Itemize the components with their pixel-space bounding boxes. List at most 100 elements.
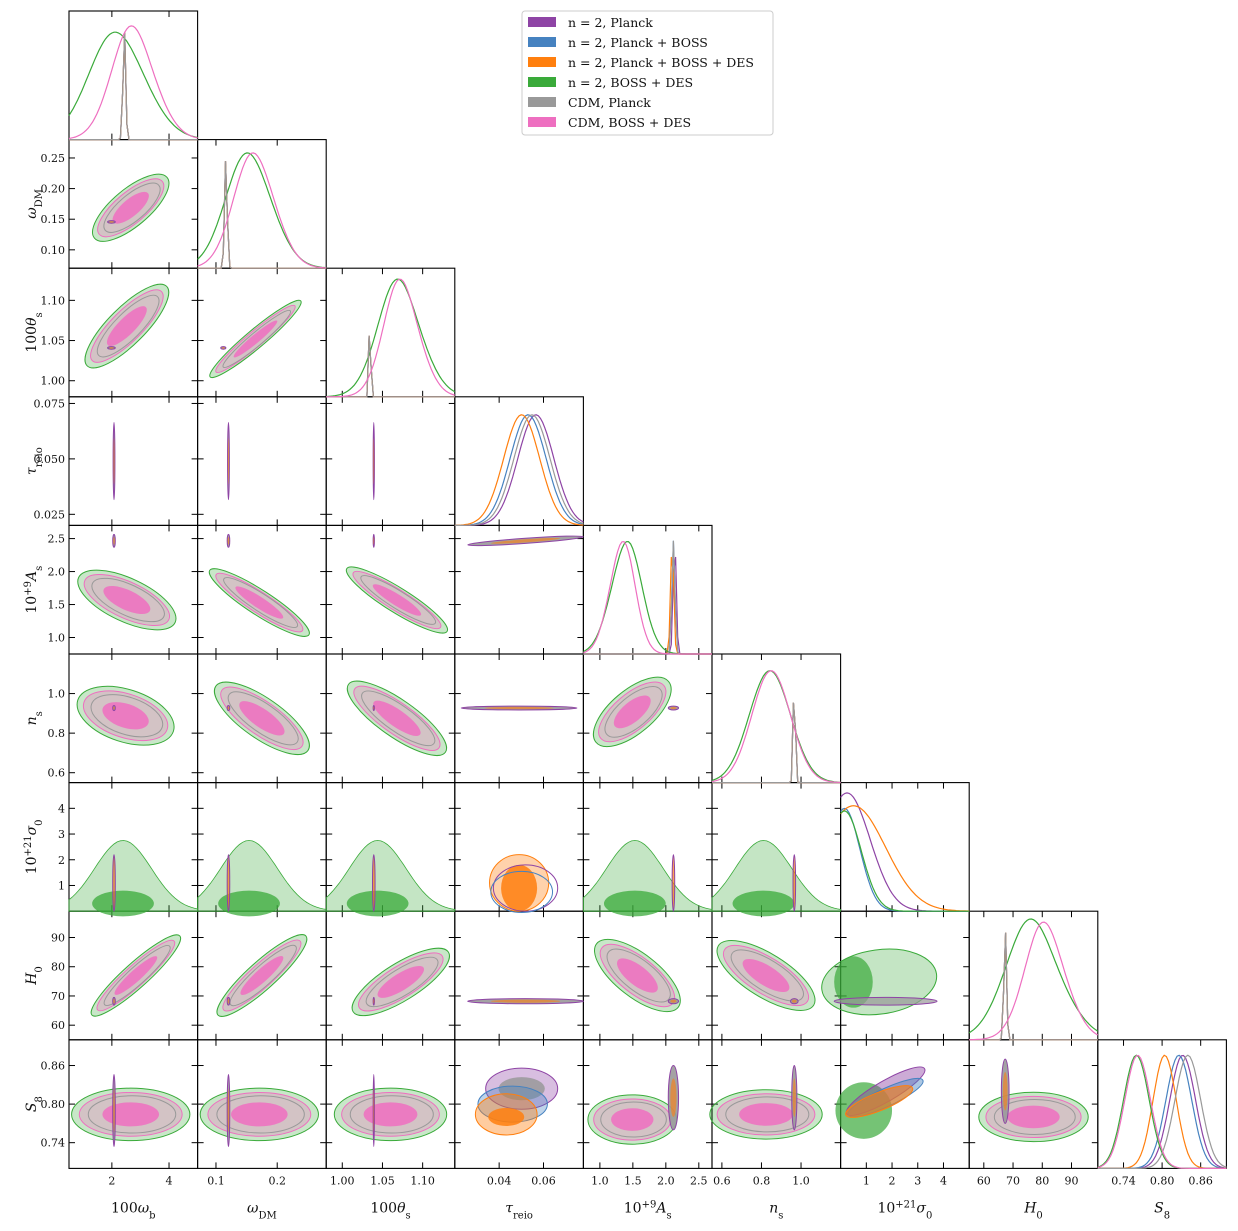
contour-cdm-boss-des-68 bbox=[102, 1102, 160, 1127]
contour-planck-inner bbox=[109, 347, 114, 349]
xlabel-th: 100θs bbox=[370, 1200, 410, 1221]
posterior-wb-5 bbox=[68, 25, 198, 140]
legend-swatch bbox=[528, 17, 556, 27]
legend-swatch bbox=[528, 117, 556, 127]
x-tick-label: 2 bbox=[108, 1174, 115, 1187]
posterior-th-5 bbox=[326, 278, 455, 398]
posterior-ns-3 bbox=[711, 670, 841, 783]
contour-h0-sigma-68 bbox=[834, 956, 873, 1008]
contour-cdm-boss-des-68 bbox=[114, 956, 158, 995]
x-tick-label: 2.0 bbox=[657, 1174, 675, 1187]
contour-cdm-outline bbox=[103, 945, 171, 1006]
contour-cdm-outline bbox=[222, 309, 292, 368]
posterior-ns-5 bbox=[711, 670, 841, 783]
ylabel-ns: ns bbox=[24, 711, 45, 725]
contour-planck-inner bbox=[792, 1078, 796, 1117]
y-tick-label: 60 bbox=[51, 1019, 65, 1032]
contour-cdm-outline bbox=[96, 294, 160, 358]
contour-planck-inner bbox=[227, 706, 230, 710]
contour-cdm-boss-des-68 bbox=[233, 320, 278, 358]
contour-s8-sigma-des bbox=[845, 1085, 914, 1118]
posterior-wb-4 bbox=[69, 32, 198, 141]
posterior-wdm-4 bbox=[197, 161, 327, 269]
x-tick-label: 1.10 bbox=[410, 1174, 435, 1187]
contour-planck-inner bbox=[113, 437, 115, 485]
contour-sigma-boss-des-95 bbox=[68, 840, 198, 912]
contour-cdm-outline bbox=[216, 1095, 305, 1134]
panel-3-1 bbox=[197, 396, 327, 526]
contour-planck-inner bbox=[1002, 1071, 1008, 1111]
x-tick-label: 0.04 bbox=[487, 1174, 512, 1187]
contour-sigma-boss-des-68 bbox=[732, 890, 795, 917]
contour-s8-tau-des-68 bbox=[488, 1107, 525, 1126]
contour-cdm-boss-des-68 bbox=[616, 958, 658, 993]
contour-cdm-outline bbox=[365, 956, 439, 1008]
posterior-ns-2 bbox=[712, 702, 841, 784]
contour-planck-inner bbox=[227, 536, 230, 545]
x-tick-label: 90 bbox=[1064, 1174, 1078, 1187]
posterior-H0-2 bbox=[969, 932, 1098, 1041]
contour-planck-inner bbox=[227, 1088, 230, 1133]
xlabel-wb: 100ωb bbox=[111, 1200, 156, 1221]
contour-cdm-boss-des-68 bbox=[231, 1102, 288, 1127]
contour-cdm-outline bbox=[87, 1095, 177, 1134]
y-tick-label: 70 bbox=[51, 990, 65, 1003]
contour-sigma-tau-planck bbox=[492, 864, 559, 912]
x-tick-label: 1 bbox=[863, 1174, 870, 1187]
legend-box bbox=[521, 10, 774, 136]
posterior-ns-4 bbox=[712, 702, 841, 784]
posterior-th-3 bbox=[326, 278, 456, 398]
posterior-sig-0 bbox=[840, 792, 970, 912]
legend-label: CDM, Planck bbox=[568, 95, 651, 110]
ylabel-As: 10+9As bbox=[23, 566, 45, 614]
contour-cdm-boss-des-68 bbox=[373, 700, 421, 736]
contour-planck-inner bbox=[113, 536, 115, 545]
xlabel-H0: H0 bbox=[1023, 1200, 1043, 1221]
panel-1-1 bbox=[197, 139, 327, 269]
contour-cdm-outline bbox=[360, 575, 437, 625]
contour-cdm-outline bbox=[90, 694, 164, 738]
posterior-As-4 bbox=[583, 540, 712, 655]
x-tick-label: 4 bbox=[166, 1174, 173, 1187]
contour-cdm-outline bbox=[361, 690, 436, 747]
panel-7-7 bbox=[968, 910, 1099, 1041]
posterior-sig-2 bbox=[840, 805, 970, 912]
posterior-H0-0 bbox=[969, 932, 1098, 1041]
posterior-th-4 bbox=[326, 335, 455, 398]
y-tick-label: 0.80 bbox=[41, 1098, 66, 1111]
x-tick-label: 1.5 bbox=[624, 1174, 642, 1187]
xlabel-S8: S8 bbox=[1154, 1200, 1170, 1221]
x-tick-label: 70 bbox=[1006, 1174, 1020, 1187]
contour-planck-inner bbox=[113, 998, 115, 1004]
y-tick-label: 1.05 bbox=[41, 335, 66, 348]
contour-planck-inner bbox=[484, 706, 554, 710]
posterior-wb-0 bbox=[69, 32, 198, 141]
posterior-th-0 bbox=[326, 335, 455, 398]
contour-cdm-outline bbox=[223, 577, 299, 628]
contour-planck-inner bbox=[670, 706, 677, 710]
x-tick-label: 1.05 bbox=[370, 1174, 395, 1187]
contour-sigma-planck bbox=[671, 854, 676, 912]
x-tick-label: 4 bbox=[940, 1174, 947, 1187]
contour-cdm-boss-des-68 bbox=[112, 191, 149, 224]
contour-planck-inner bbox=[670, 999, 677, 1003]
posterior-H0-3 bbox=[968, 918, 1099, 1034]
x-tick-label: 3 bbox=[914, 1174, 921, 1187]
posterior-wdm-1 bbox=[197, 161, 327, 269]
legend-label: n = 2, BOSS + DES bbox=[568, 75, 693, 90]
y-tick-label: 4 bbox=[58, 802, 65, 815]
y-tick-label: 1.5 bbox=[48, 599, 66, 612]
xlabel-wdm: ωDM bbox=[247, 1200, 277, 1221]
y-tick-label: 0.74 bbox=[41, 1137, 66, 1150]
contour-cdm-boss-des-68 bbox=[377, 965, 425, 998]
posterior-As-5 bbox=[583, 541, 712, 655]
posterior-wdm-3 bbox=[197, 152, 327, 269]
x-tick-label: 0.1 bbox=[207, 1174, 225, 1187]
legend: n = 2, Planck n = 2, Planck + BOSS n = 2, … bbox=[521, 10, 774, 136]
contour-cdm-outline bbox=[725, 1096, 810, 1133]
x-tick-label: 1.0 bbox=[792, 1174, 810, 1187]
panel-4-4 bbox=[582, 524, 713, 655]
xlabel-As: 10+9As bbox=[624, 1199, 672, 1221]
contour-planck-inner bbox=[221, 347, 225, 349]
contour-cdm-outline bbox=[227, 691, 299, 746]
